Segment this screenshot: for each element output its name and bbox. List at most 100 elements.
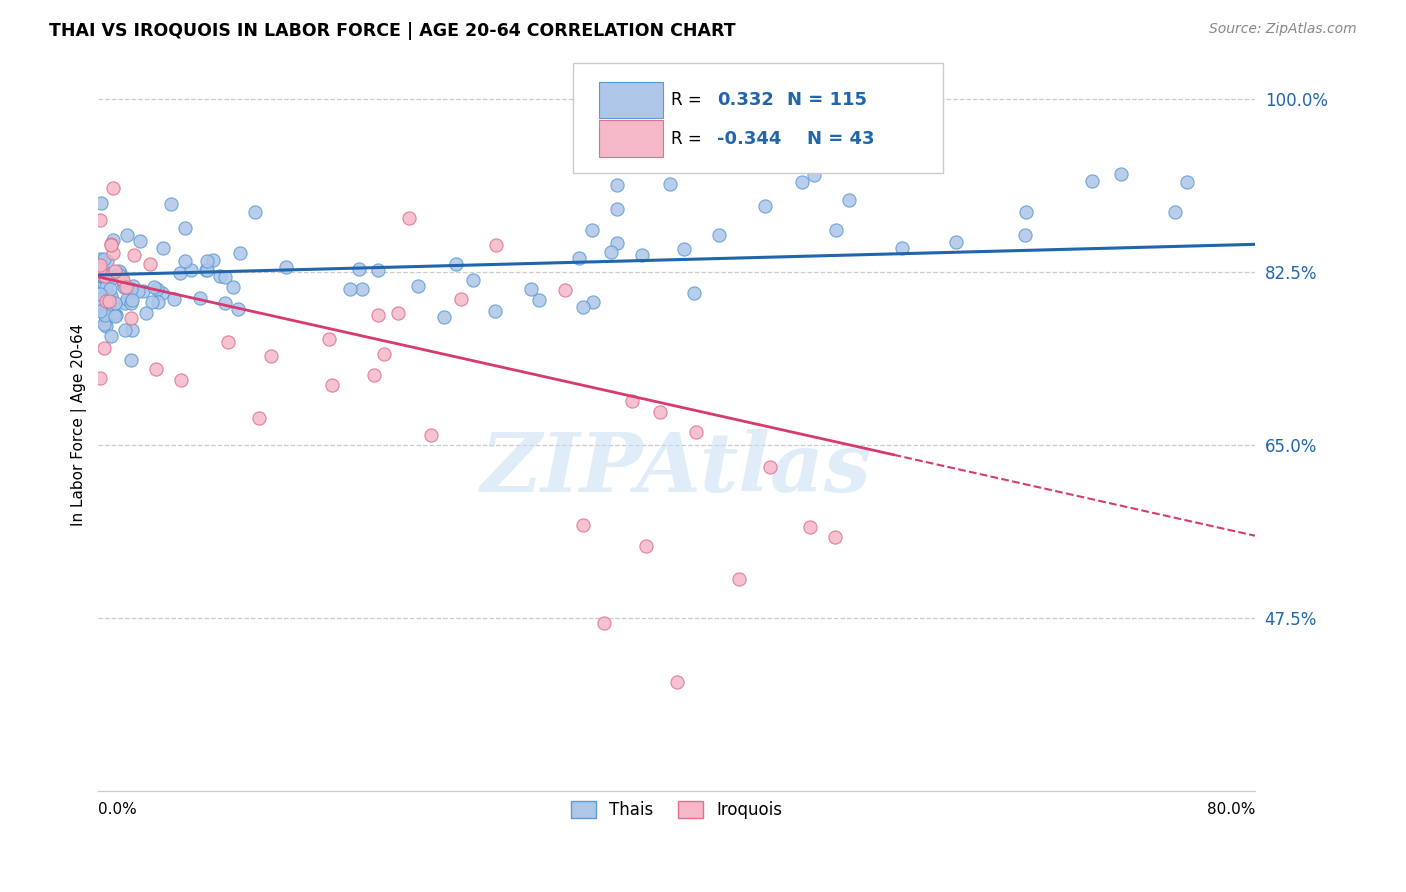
Text: 0.332: 0.332 [717,91,775,109]
Point [104,309,127,323]
Point [450,292,472,306]
Point [94,293,117,308]
Point [103,246,125,260]
Point [89,304,111,318]
Point [593,615,616,630]
Point [103,306,125,320]
Point [145,362,167,376]
Point [96,253,118,268]
Text: 80.0%: 80.0% [1206,803,1256,817]
Point [1081,174,1104,188]
Point [1177,175,1199,189]
Point [163,292,186,306]
Point [91,268,114,283]
Point [90,268,112,283]
Point [100,237,122,252]
Point [350,282,373,296]
Point [803,168,825,182]
Point [606,178,628,192]
Point [758,459,780,474]
Point [347,262,370,277]
Point [825,223,848,237]
Point [114,323,136,337]
Point [94,287,117,301]
Point [114,280,136,294]
Legend: Thais, Iroquois: Thais, Iroquois [564,795,789,826]
Point [89,287,111,301]
Point [339,282,361,296]
Point [665,675,688,690]
Point [824,530,846,544]
Point [572,300,595,314]
Point [89,262,111,277]
Point [1164,205,1187,219]
Point [520,283,543,297]
Point [433,310,456,324]
Point [685,425,707,439]
Point [90,261,112,276]
Point [121,279,143,293]
Point [91,268,114,282]
Point [94,309,117,323]
Point [321,378,343,392]
Point [672,242,695,256]
Point [98,296,121,310]
Point [120,282,142,296]
Point [209,269,232,284]
Point [127,284,149,298]
Point [114,295,136,310]
Text: N = 43: N = 43 [807,129,875,147]
Point [195,263,218,277]
Point [94,311,117,326]
Point [169,267,191,281]
Point [363,368,385,382]
Point [581,222,603,236]
Point [152,241,174,255]
Point [554,283,576,297]
Point [146,282,169,296]
Point [98,291,121,305]
Point [89,292,111,306]
Text: -0.344: -0.344 [717,129,782,147]
Point [194,263,217,277]
Text: ZIPAtlas: ZIPAtlas [481,429,872,509]
Point [945,235,967,250]
Point [94,269,117,284]
Point [174,253,197,268]
Point [634,539,657,553]
Point [838,194,860,208]
Point [150,285,173,300]
Text: R =: R = [671,129,702,147]
Point [214,296,236,310]
Point [229,246,252,260]
Point [100,328,122,343]
Point [406,279,429,293]
Point [115,280,138,294]
Point [104,264,127,278]
Point [170,373,193,387]
Point [707,227,730,242]
Point [93,252,115,266]
Point [93,277,115,292]
Point [93,317,115,331]
Point [1014,228,1036,243]
Point [107,268,129,282]
Point [120,296,142,310]
Point [122,248,145,262]
Point [132,284,155,298]
Point [606,235,628,250]
Point [100,289,122,303]
Point [398,211,420,225]
Point [89,258,111,272]
Point [96,279,118,293]
Point [96,301,118,315]
Point [93,342,115,356]
Y-axis label: In Labor Force | Age 20-64: In Labor Force | Age 20-64 [72,324,87,526]
Text: THAI VS IROQUOIS IN LABOR FORCE | AGE 20-64 CORRELATION CHART: THAI VS IROQUOIS IN LABOR FORCE | AGE 20… [49,22,735,40]
FancyBboxPatch shape [599,120,662,157]
Point [728,572,751,586]
Point [97,294,120,309]
Point [599,245,621,260]
Point [420,427,443,442]
FancyBboxPatch shape [572,63,942,173]
